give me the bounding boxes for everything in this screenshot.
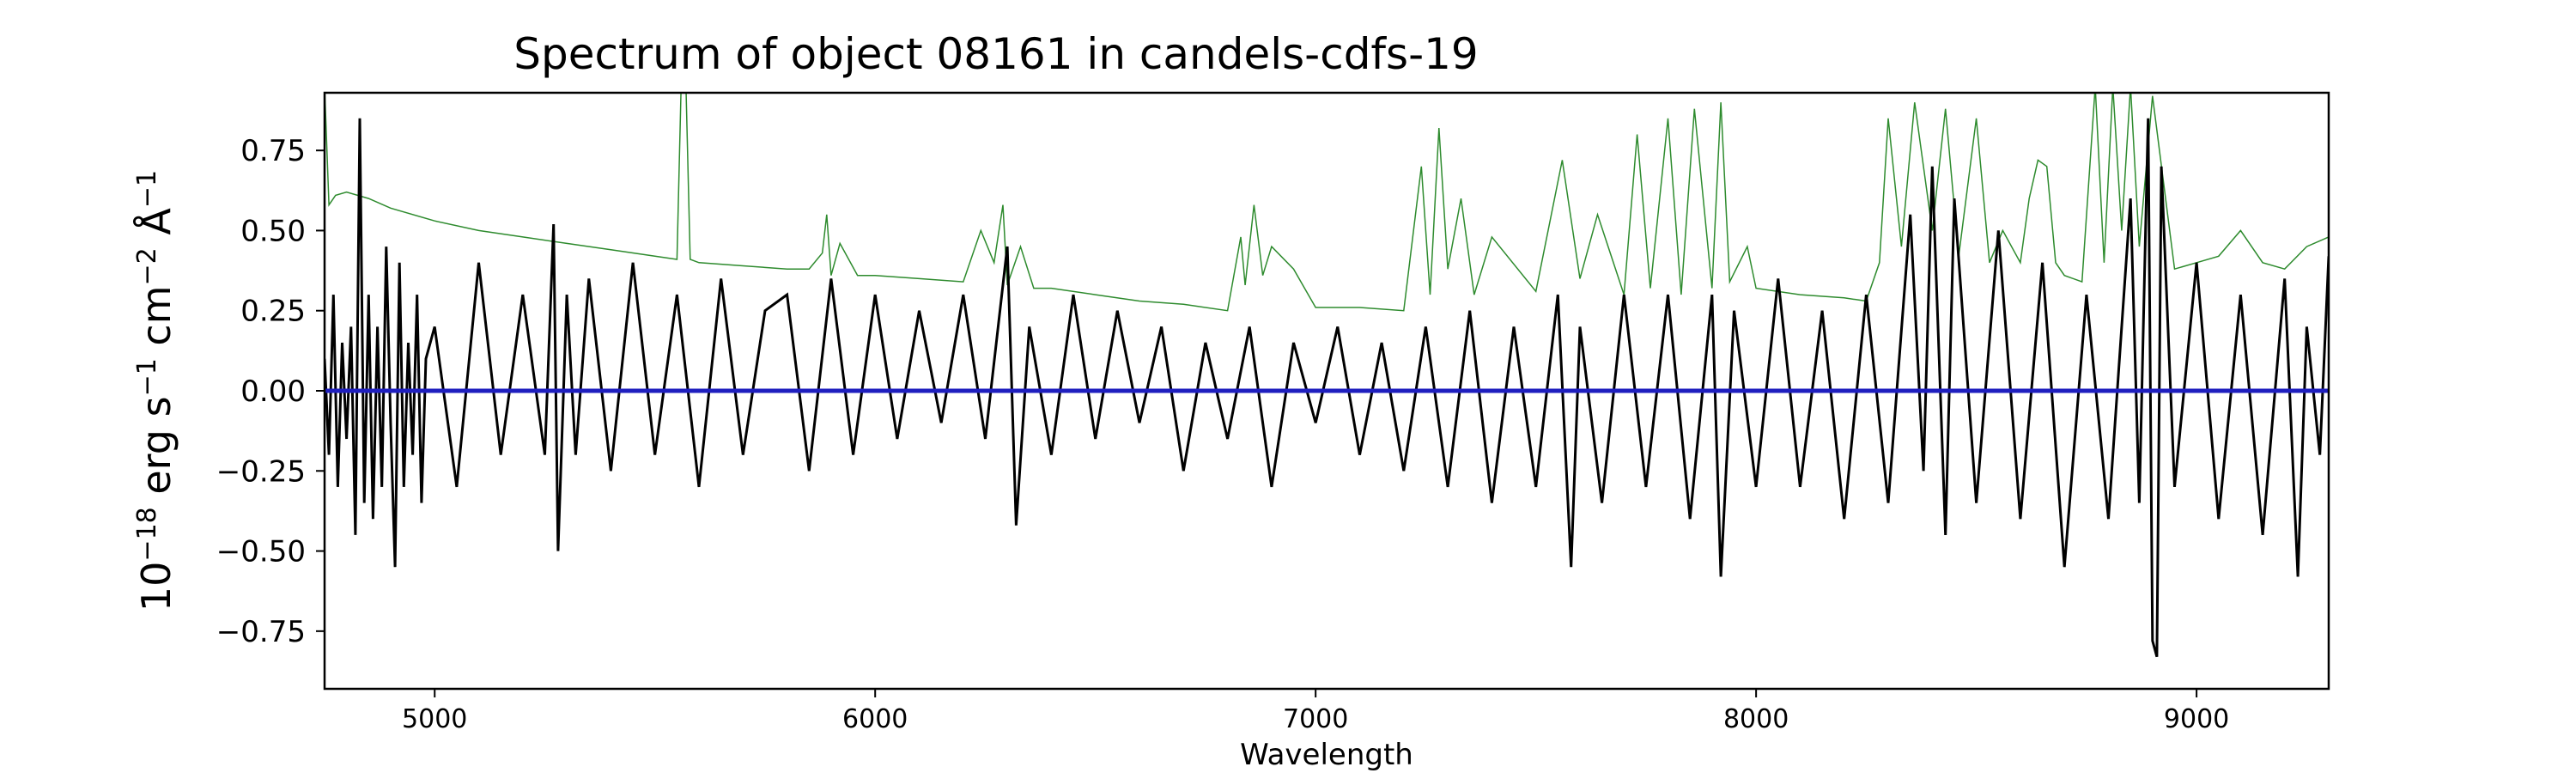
y-axis-label-superscript: −1 [132, 358, 162, 396]
x-axis-ticks: 5000 6000 7000 8000 9000 [402, 689, 2229, 734]
y-tick-label: −0.25 [216, 454, 306, 489]
y-axis-label-superscript: −1 [132, 170, 162, 208]
y-axis-label-superscript: −2 [132, 247, 162, 285]
y-tick-label: 0.25 [240, 295, 306, 329]
x-tick-label: 5000 [402, 704, 467, 734]
x-tick-label: 6000 [842, 704, 908, 734]
y-tick-label: 0.50 [240, 214, 306, 248]
x-axis-label: Wavelength [1240, 738, 1413, 772]
y-tick-label: 0.75 [240, 134, 306, 168]
y-axis-ticks: 0.75 0.50 0.25 0.00 −0.25 −0.50 −0.75 [216, 134, 325, 649]
y-axis-label-part: erg s [133, 396, 179, 507]
y-tick-label: 0.00 [240, 374, 306, 409]
x-tick-label: 9000 [2164, 704, 2229, 734]
y-axis-label-part: 10 [133, 562, 179, 612]
error-spectrum-line [325, 93, 2329, 312]
x-tick-label: 7000 [1283, 704, 1348, 734]
chart-title: Spectrum of object 08161 in candels-cdfs… [513, 29, 1479, 79]
flux-spectrum-line [325, 118, 2329, 658]
y-axis-label: 10−18 erg s−1 cm−2 Å−1 [132, 170, 180, 612]
y-tick-label: −0.50 [216, 535, 306, 569]
y-axis-label-part: Å [133, 208, 179, 248]
plot-series-layer [325, 93, 2329, 658]
y-tick-label: −0.75 [216, 615, 306, 649]
y-axis-label-superscript: −18 [132, 507, 162, 561]
y-axis-label-part: cm [133, 285, 179, 358]
x-tick-label: 8000 [1723, 704, 1789, 734]
